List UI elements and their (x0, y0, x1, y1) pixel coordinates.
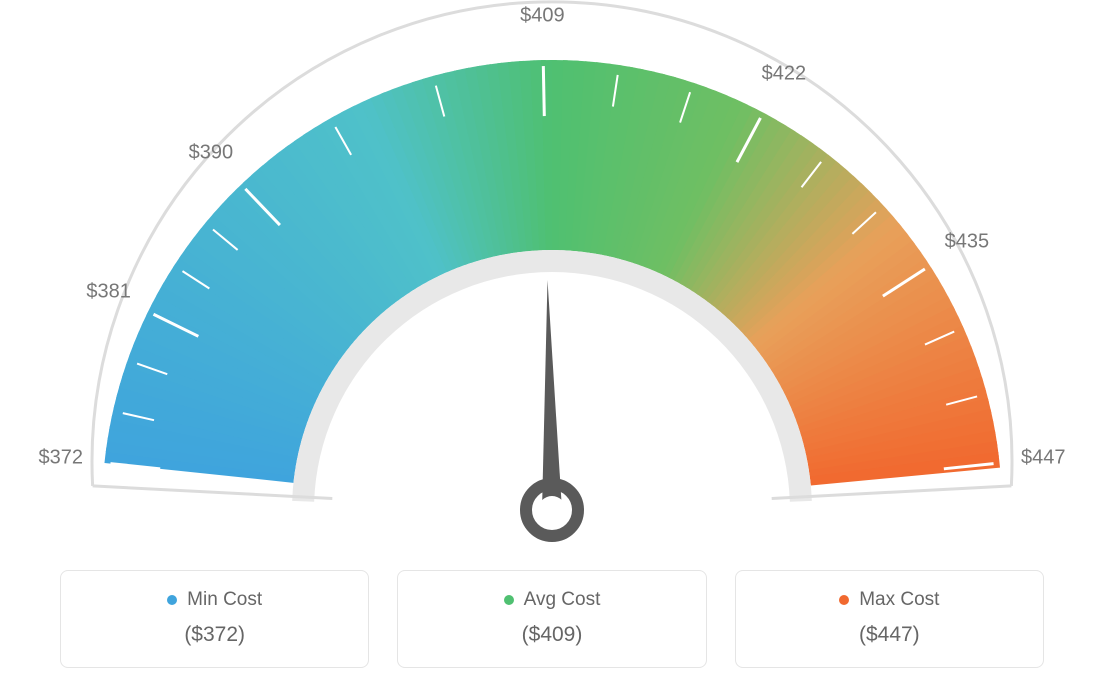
gauge-tick-label: $381 (86, 281, 131, 304)
legend-label-avg: Avg Cost (418, 589, 685, 611)
dot-icon (504, 595, 514, 605)
dot-icon (839, 595, 849, 605)
gauge-container: $372 $381 $390 $409 $422 $435 $447 (0, 0, 1104, 560)
legend-card-max: Max Cost ($447) (735, 570, 1044, 668)
gauge-tick-label: $390 (189, 141, 234, 164)
gauge-tick-label: $435 (945, 230, 990, 253)
legend-label-text: Avg Cost (524, 589, 601, 611)
legend-row: Min Cost ($372) Avg Cost ($409) Max Cost… (0, 570, 1104, 668)
gauge-tick-label: $372 (38, 447, 83, 470)
dot-icon (167, 595, 177, 605)
legend-label-text: Min Cost (187, 589, 262, 611)
legend-value-max: ($447) (756, 623, 1023, 647)
legend-label-min: Min Cost (81, 589, 348, 611)
legend-label-max: Max Cost (756, 589, 1023, 611)
legend-card-avg: Avg Cost ($409) (397, 570, 706, 668)
gauge-chart (0, 0, 1104, 560)
legend-value-min: ($372) (81, 623, 348, 647)
legend-value-avg: ($409) (418, 623, 685, 647)
gauge-tick-label: $422 (762, 62, 807, 85)
legend-label-text: Max Cost (859, 589, 939, 611)
gauge-tick-label: $447 (1021, 447, 1066, 470)
legend-card-min: Min Cost ($372) (60, 570, 369, 668)
gauge-tick-label: $409 (520, 5, 565, 28)
